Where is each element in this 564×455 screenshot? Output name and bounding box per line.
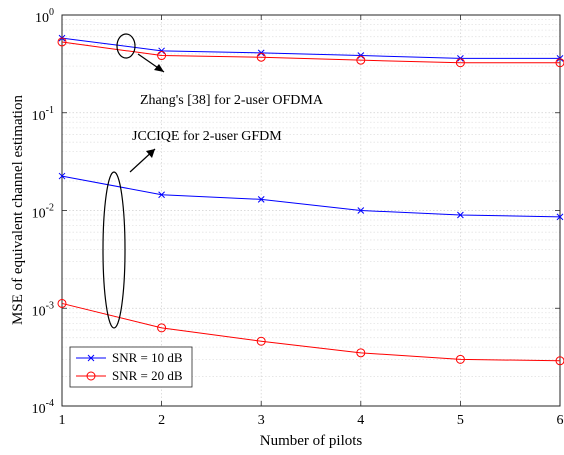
- ofdma-arrowhead: [154, 64, 164, 72]
- legend: SNR = 10 dB SNR = 20 dB: [69, 346, 193, 388]
- data-point-snr20: [455, 354, 465, 364]
- data-point-snr20: [157, 323, 167, 333]
- data-point-snr10: [357, 52, 365, 59]
- data-point-snr20: [57, 298, 67, 308]
- y-tick-label: 10-4: [32, 398, 54, 417]
- data-point-snr10: [257, 196, 265, 203]
- data-point-snr10: [556, 213, 564, 221]
- ofdma-group-ellipse: [116, 33, 136, 59]
- data-point-snr20: [356, 55, 366, 65]
- x-tick-label: 5: [457, 413, 464, 428]
- ticks: 1 2 3 4 5 6 10-4 10-3 10-2 10-1 100: [32, 7, 564, 428]
- legend-label-snr20: SNR = 20 dB: [112, 368, 183, 383]
- x-tick-label: 4: [357, 413, 364, 428]
- data-point-snr20: [555, 356, 564, 366]
- x-tick-label: 3: [258, 413, 265, 428]
- series-layer: [57, 34, 564, 366]
- series-line-snr20: [61, 302, 561, 362]
- data-point-snr20: [256, 336, 266, 346]
- annotation-gfdm: JCCIQE for 2-user GFDM: [132, 129, 282, 144]
- data-point-snr20: [57, 37, 67, 47]
- x-tick-label: 6: [557, 413, 564, 428]
- data-point-snr10: [457, 211, 464, 219]
- data-point-snr10: [357, 207, 365, 214]
- data-point-snr20: [356, 348, 366, 358]
- gfdm-group-ellipse: [102, 171, 126, 329]
- series-line-snr10: [61, 175, 561, 218]
- x-tick-label: 1: [59, 413, 66, 428]
- x-tick-label: 2: [158, 413, 165, 428]
- legend-label-snr10: SNR = 10 dB: [112, 350, 183, 365]
- legend-marker-snr10: [87, 354, 95, 362]
- x-axis-label: Number of pilots: [260, 433, 363, 449]
- y-tick-label: 10-1: [32, 105, 54, 124]
- data-point-snr20: [157, 51, 167, 61]
- legend-marker-snr20: [86, 371, 96, 381]
- data-point-snr10: [158, 47, 165, 55]
- y-tick-label: 10-2: [32, 203, 54, 222]
- y-axis-label: MSE of equivalent channel estimation: [10, 95, 26, 325]
- annotation-ofdma: Zhang's [38] for 2-user OFDMA: [140, 93, 324, 108]
- gfdm-arrowhead: [146, 149, 155, 158]
- annotations: Zhang's [38] for 2-user OFDMA JCCIQE for…: [102, 33, 324, 329]
- data-point-snr20: [555, 58, 564, 68]
- data-point-snr10: [58, 172, 66, 180]
- y-tick-label: 100: [35, 7, 54, 26]
- data-point-snr20: [455, 58, 465, 68]
- data-point-snr20: [256, 52, 266, 62]
- y-tick-label: 10-3: [32, 300, 54, 319]
- series-line-snr20: [61, 41, 560, 64]
- series-line-snr10: [61, 37, 560, 59]
- data-point-snr10: [158, 191, 165, 199]
